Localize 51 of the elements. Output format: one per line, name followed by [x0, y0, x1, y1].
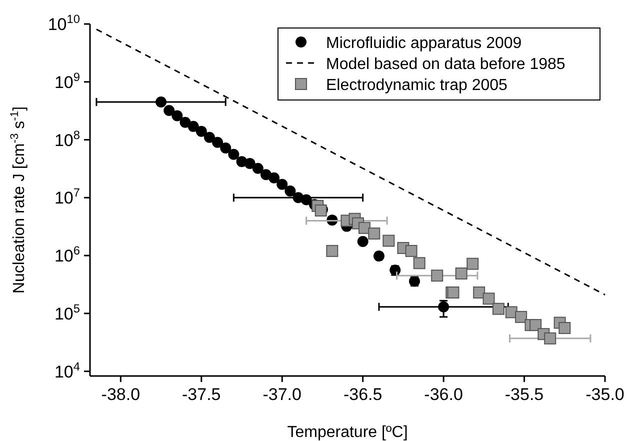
point: [368, 228, 380, 240]
point: [382, 234, 395, 247]
point: [413, 257, 426, 270]
x-tick-label: -37.0: [262, 385, 302, 404]
y-tick-label: 10$^{7}$: [54, 186, 80, 208]
y-tick-label: 10$^{4}$: [54, 359, 80, 382]
point: [558, 322, 571, 334]
point: [515, 310, 528, 323]
point: [405, 244, 418, 257]
point: [228, 148, 240, 160]
point: [482, 292, 495, 305]
point: [300, 194, 312, 206]
y-tick-label: 10$^{6}$: [54, 244, 80, 266]
legend-label: Model based on data before 1985: [326, 56, 566, 73]
point: [172, 110, 183, 122]
legend-label: Microfluidic apparatus 2009: [326, 35, 522, 52]
x-tick-label: -37.5: [182, 385, 221, 404]
point: [164, 105, 175, 116]
point: [276, 178, 288, 190]
point: [466, 258, 479, 270]
point: [188, 120, 199, 132]
x-axis-title: Temperature [ºC]: [287, 424, 408, 441]
point: [268, 172, 280, 184]
point: [357, 236, 368, 247]
point: [473, 286, 486, 298]
legend-label: Electrodynamic trap 2005: [326, 77, 508, 94]
point: [252, 162, 264, 174]
point: [373, 250, 384, 262]
y-tick-label: 10$^{8}$: [54, 128, 80, 150]
y-tick-label: 10$^{10}$: [48, 12, 80, 34]
x-tick-label: -36.0: [424, 385, 463, 404]
point: [284, 186, 296, 197]
point: [220, 142, 232, 154]
point: [156, 96, 167, 108]
point: [196, 126, 207, 137]
x-tick-label: -35.0: [586, 385, 624, 404]
y-tick-label: 10$^{9}$: [54, 70, 80, 92]
point: [204, 132, 215, 143]
point: [530, 319, 542, 332]
point: [544, 332, 556, 344]
point: [212, 136, 224, 148]
point: [438, 301, 450, 312]
x-tick-label: -38.0: [101, 385, 140, 404]
y-tick-label: 10$^{5}$: [54, 301, 80, 324]
point: [326, 244, 338, 257]
x-tick-label: -36.5: [343, 385, 382, 404]
x-tick-label: -35.5: [504, 385, 544, 404]
point: [455, 267, 468, 280]
point: [431, 270, 444, 282]
point: [244, 158, 256, 169]
point: [492, 302, 504, 315]
